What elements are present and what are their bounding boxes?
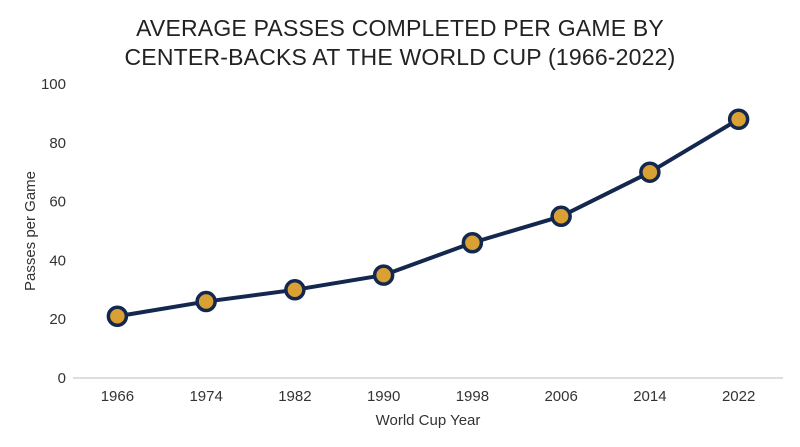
x-tick-label: 1990 bbox=[367, 388, 400, 405]
y-axis-label: Passes per Game bbox=[22, 171, 39, 291]
chart-title-line-1: AVERAGE PASSES COMPLETED PER GAME BY bbox=[136, 15, 664, 41]
x-tick-label: 1982 bbox=[278, 388, 311, 405]
y-tick-label: 100 bbox=[41, 76, 66, 93]
data-point bbox=[639, 161, 661, 183]
data-point bbox=[550, 205, 572, 228]
y-axis-ticks: 0 20 40 60 80 100 bbox=[41, 76, 66, 387]
data-point bbox=[195, 290, 217, 313]
data-points bbox=[106, 108, 750, 328]
data-point bbox=[372, 264, 395, 286]
x-axis-label: World Cup Year bbox=[376, 412, 481, 429]
chart-title-line-2: CENTER-BACKS AT THE WORLD CUP (1966-2022… bbox=[124, 44, 676, 70]
series-line bbox=[117, 117, 740, 319]
x-tick-label: 1998 bbox=[456, 388, 489, 405]
x-tick-label: 2014 bbox=[633, 388, 666, 405]
y-tick-label: 0 bbox=[58, 370, 66, 387]
x-tick-label: 1974 bbox=[189, 388, 222, 405]
data-point bbox=[727, 108, 750, 131]
y-tick-label: 20 bbox=[49, 311, 66, 328]
y-tick-label: 40 bbox=[49, 252, 66, 269]
y-tick-label: 80 bbox=[49, 135, 66, 152]
chart-title: AVERAGE PASSES COMPLETED PER GAME BY CEN… bbox=[0, 14, 800, 72]
x-tick-label: 2022 bbox=[722, 388, 755, 405]
data-point bbox=[106, 305, 129, 328]
y-tick-label: 60 bbox=[49, 194, 66, 211]
data-point bbox=[284, 279, 306, 301]
data-point bbox=[461, 232, 484, 254]
x-tick-label: 2006 bbox=[544, 388, 577, 405]
x-axis-ticks: 1966 1974 1982 1990 1998 2006 2014 2022 bbox=[101, 388, 756, 405]
x-tick-label: 1966 bbox=[101, 388, 134, 405]
